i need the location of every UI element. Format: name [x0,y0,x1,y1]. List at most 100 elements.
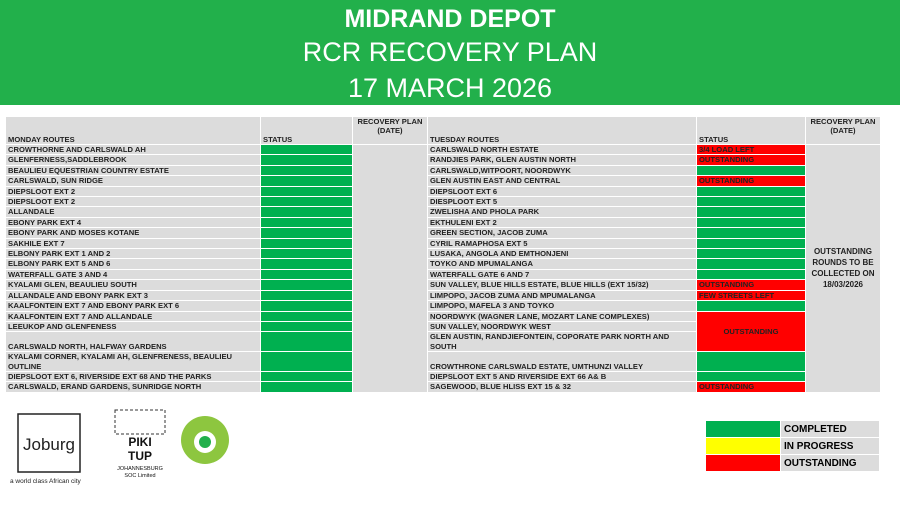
route-row: KYALAMI GLEN, BEAULIEU SOUTH SUN VALLEY, … [5,279,881,291]
monday-route: ALLANDALE [5,206,261,218]
monday-route: CARLSWALD, SUN RIDGE [5,175,261,187]
legend-item: IN PROGRESS [705,437,880,455]
tuesday-route: DIESPLOOT EXT 5 [427,196,697,208]
route-row: ALLANDALE AND EBONY PARK EXT 3 LIMPOPO, J… [5,289,881,302]
title: MIDRAND DEPOT [344,5,556,33]
tuesday-status: OUTSTANDING [696,175,806,187]
header: MIDRAND DEPOT RCR RECOVERY PLAN 17 MARCH… [0,0,900,105]
monday-status [260,216,353,229]
tuesday-status [696,351,806,372]
tuesday-status: OUTSTANDING [696,310,806,353]
tuesday-status: OUTSTANDING [696,381,806,393]
monday-status [260,300,353,312]
date: 17 MARCH 2026 [347,73,553,103]
tuesday-status [696,370,806,383]
route-row: CROWTHORNE AND CARLSWALD AH CARLSWALD NOR… [5,143,881,393]
route-row: ELBONY PARK EXT 1 AND 2 LUSAKA, ANGOLA AN… [5,248,881,260]
tuesday-route: CARLSWALD,WITPOORT, NOORDWYK [427,164,697,177]
pikitup-sub: SOC Limited [124,473,155,479]
tuesday-recovery-note: OUTSTANDING ROUNDS TO BE COLLECTED ON 18… [805,144,881,393]
route-row: SAKHILE EXT 7 CYRIL RAMAPHOSA EXT 5 [5,237,881,250]
route-row: ELBONY PARK EXT 5 AND 6 TOYKO AND MPUMALA… [5,258,881,270]
monday-status [260,289,353,302]
monday-route: EBONY PARK AND MOSES KOTANE [5,227,261,239]
tuesday-route: SAGEWOOD, BLUE HLISS EXT 15 & 32 [427,381,697,393]
monday-status [260,196,353,208]
monday-status [260,164,353,177]
tuesday-status [696,237,806,250]
monday-route: KAALFONTEIN EXT 7 AND ALLANDALE [5,310,261,322]
column-header: RECOVERY PLAN (DATE) [352,116,428,145]
monday-route: BEAULIEU EQUESTRIAN COUNTRY ESTATE [5,164,261,177]
monday-status [260,381,353,393]
tuesday-status: 3/4 LOAD LEFT [696,143,806,156]
column-header: STATUS [260,116,353,145]
tuesday-route: GLEN AUSTIN EAST AND CENTRAL [427,175,697,187]
tuesday-status [696,227,806,239]
monday-status [260,248,353,260]
legend-label: COMPLETED [780,420,880,438]
green-logo-core [199,436,211,448]
header-row: MONDAY ROUTES STATUS RECOVERY PLAN (DATE) T… [5,116,881,145]
tuesday-route: DIEPSLOOT EXT 5 AND RIVERSIDE EXT 66 A& … [427,370,697,383]
monday-status [260,370,353,383]
tuesday-route: SUN VALLEY, NOORDWYK WEST [427,320,697,333]
tuesday-route: SUN VALLEY, BLUE HILLS ESTATE, BLUE HILL… [427,279,697,291]
monday-status [260,279,353,291]
pikitup-sub: JOHANNESBURG [117,466,163,472]
monday-route: WATERFALL GATE 3 AND 4 [5,268,261,281]
route-row: BEAULIEU EQUESTRIAN COUNTRY ESTATE CARLSW… [5,164,881,177]
pikitup-logo: PIKI [128,435,151,449]
tuesday-route: CARLSWALD NORTH ESTATE [427,143,697,156]
monday-route: SAKHILE EXT 7 [5,237,261,250]
monday-route: CARLSWALD NORTH, HALFWAY GARDENS [5,331,261,353]
tuesday-status [696,268,806,281]
monday-route: CROWTHORNE AND CARLSWALD AH [5,143,261,156]
route-row: CARLSWALD, SUN RIDGE GLEN AUSTIN EAST AND… [5,175,881,187]
tuesday-status [696,216,806,229]
monday-route: GLENFERNESS,SADDLEBROOK [5,154,261,166]
tuesday-status [696,164,806,177]
legend-swatch [705,454,781,472]
monday-status [260,320,353,333]
route-row: CARLSWALD, ERAND GARDENS, SUNRIDGE NORTH… [5,381,881,393]
tuesday-route: CROWTHRONE CARLSWALD ESTATE, UMTHUNZI VA… [427,351,697,372]
route-row: KAALFONTEIN EXT 7 AND EBONY PARK EXT 6 LI… [5,300,881,312]
tuesday-status: OUTSTANDING [696,279,806,291]
tuesday-status [696,196,806,208]
tuesday-route: TOYKO AND MPUMALANGA [427,258,697,270]
route-row: WATERFALL GATE 3 AND 4 WATERFALL GATE 6 A… [5,268,881,281]
pikitup-pattern [114,409,166,435]
monday-status [260,227,353,239]
route-row: KYALAMI CORNER, KYALAMI AH, GLENFRENESS,… [5,351,881,372]
joburg-tagline: a world class African city [10,478,82,485]
legend: COMPLETED IN PROGRESS OUTSTANDING [705,420,880,472]
tuesday-status [696,300,806,312]
legend-label: IN PROGRESS [780,437,880,455]
monday-route: ALLANDALE AND EBONY PARK EXT 3 [5,289,261,302]
tuesday-status: OUTSTANDING [696,154,806,166]
monday-route: DIEPSLOOT EXT 6, RIVERSIDE EXT 68 AND TH… [5,370,261,383]
route-row: EBONY PARK EXT 4 EKTHULENI EXT 2 [5,216,881,229]
monday-status [260,154,353,166]
route-row: LEEUKOP AND GLENFENESS SUN VALLEY, NOORDW… [5,320,881,333]
legend-swatch [705,437,781,455]
tuesday-status [696,206,806,218]
tuesday-route: NOORDWYK (WAGNER LANE, MOZART LANE COMPL… [427,310,697,322]
monday-status [260,237,353,250]
monday-status [260,351,353,372]
monday-route: KYALAMI GLEN, BEAULIEU SOUTH [5,279,261,291]
route-row: GLENFERNESS,SADDLEBROOK RANDJIES PARK, GL… [5,154,881,166]
logos: Joburg a world class African city PIKI T… [10,409,229,485]
monday-route: DIEPSLOOT EXT 2 [5,196,261,208]
tuesday-route: CYRIL RAMAPHOSA EXT 5 [427,237,697,250]
monday-status [260,143,353,156]
tuesday-route: WATERFALL GATE 6 AND 7 [427,268,697,281]
routes-table: MONDAY ROUTES STATUS RECOVERY PLAN (DATE) T… [5,116,881,393]
legend-swatch [705,420,781,438]
monday-status [260,185,353,198]
subtitle: RCR RECOVERY PLAN [302,37,598,67]
monday-status [260,310,353,322]
tuesday-route: GLEN AUSTIN, RANDJIEFONTEIN, COPORATE PA… [427,331,697,353]
